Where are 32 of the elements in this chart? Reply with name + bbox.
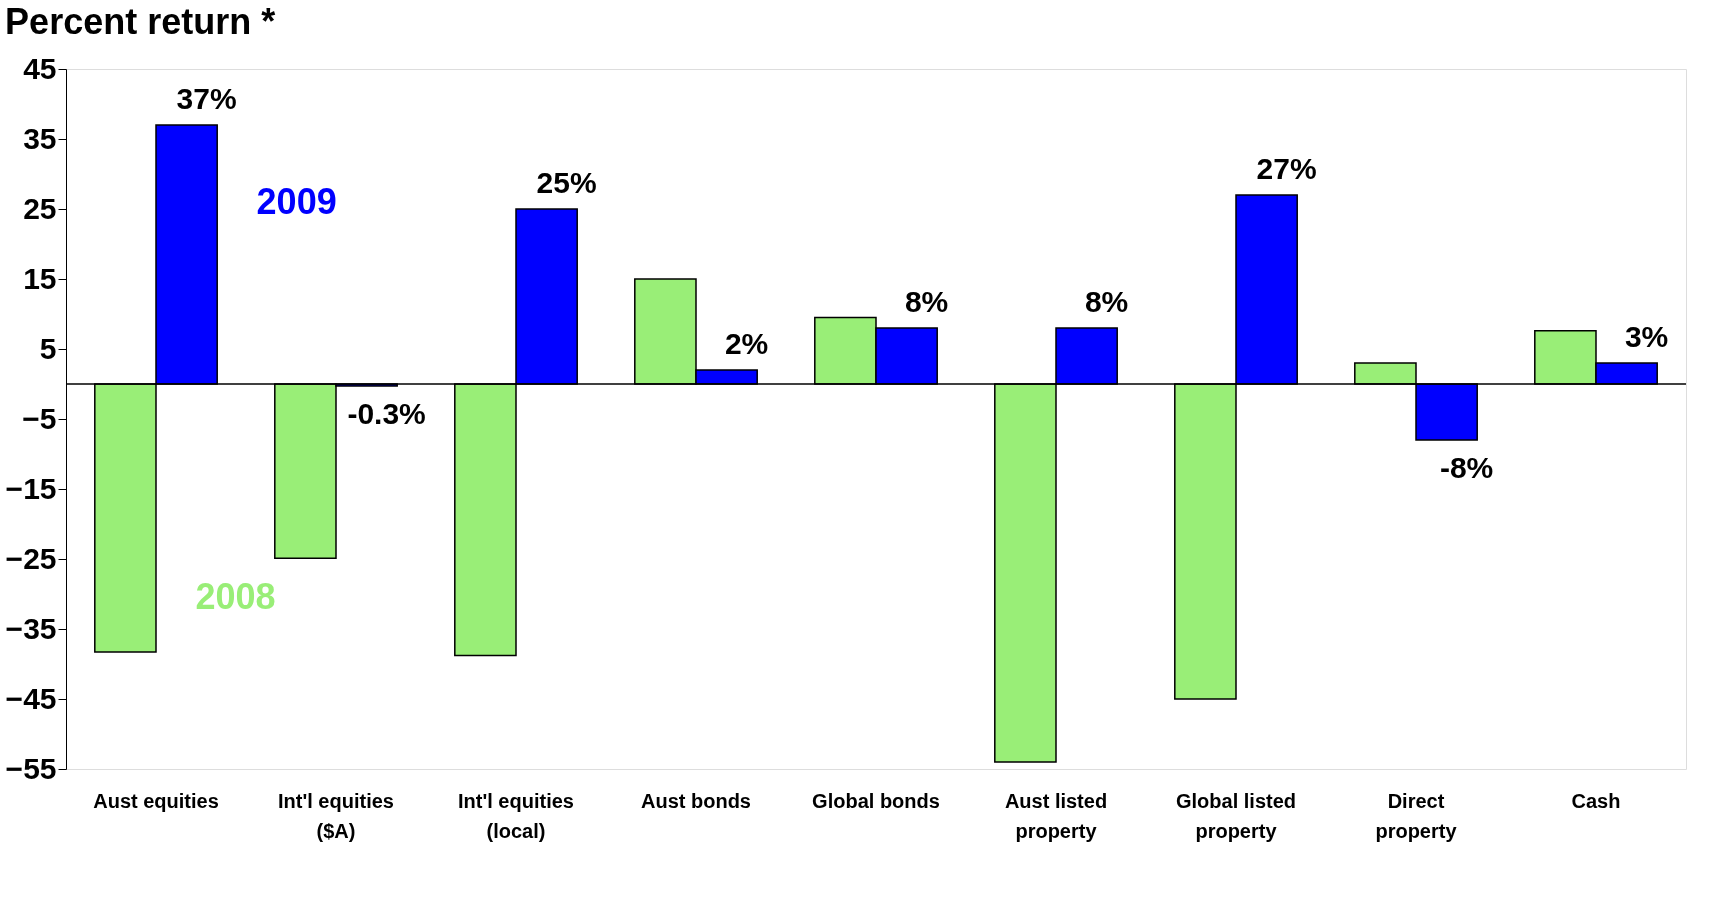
y-tick-label: −45	[5, 681, 57, 715]
data-label: 25%	[536, 166, 597, 199]
data-label: -8%	[1439, 451, 1494, 484]
data-label: -0.3%	[347, 397, 426, 431]
x-tick-label: Cash	[1571, 789, 1621, 812]
y-tick-label: 15	[23, 261, 57, 295]
y-tick-label: 45	[23, 51, 57, 85]
data-label: 2%	[724, 327, 769, 360]
x-tick-label: Int'l equities ($A)	[278, 789, 394, 842]
data-label: 8%	[904, 285, 949, 318]
y-tick-label: −25	[5, 541, 57, 575]
data-label: 3%	[1624, 320, 1669, 353]
data-label: 27%	[1256, 152, 1317, 185]
y-tick-label: −35	[5, 611, 57, 645]
x-tick-label: Aust bonds	[641, 789, 751, 812]
y-tick-label: 25	[23, 191, 57, 225]
series-label: 2009	[256, 180, 337, 222]
data-label: 37%	[176, 82, 237, 115]
y-tick-label: 35	[23, 121, 57, 155]
y-tick-label: −55	[5, 751, 57, 785]
series-label: 2008	[195, 576, 276, 618]
y-tick-label: 5	[39, 331, 57, 365]
chart-title: Percent return *	[5, 1, 276, 42]
y-tick-label: −5	[22, 401, 57, 435]
x-tick-label: Direct property	[1375, 789, 1458, 842]
x-tick-label: Aust listed property	[1004, 789, 1108, 842]
x-tick-label: Global listed property	[1175, 789, 1297, 842]
y-tick-label: −15	[5, 471, 57, 505]
x-tick-label: Global bonds	[812, 789, 940, 812]
x-tick-label: Aust equities	[93, 789, 219, 812]
data-label: 8%	[1084, 285, 1129, 318]
x-tick-label: Int'l equities (local)	[458, 789, 574, 842]
